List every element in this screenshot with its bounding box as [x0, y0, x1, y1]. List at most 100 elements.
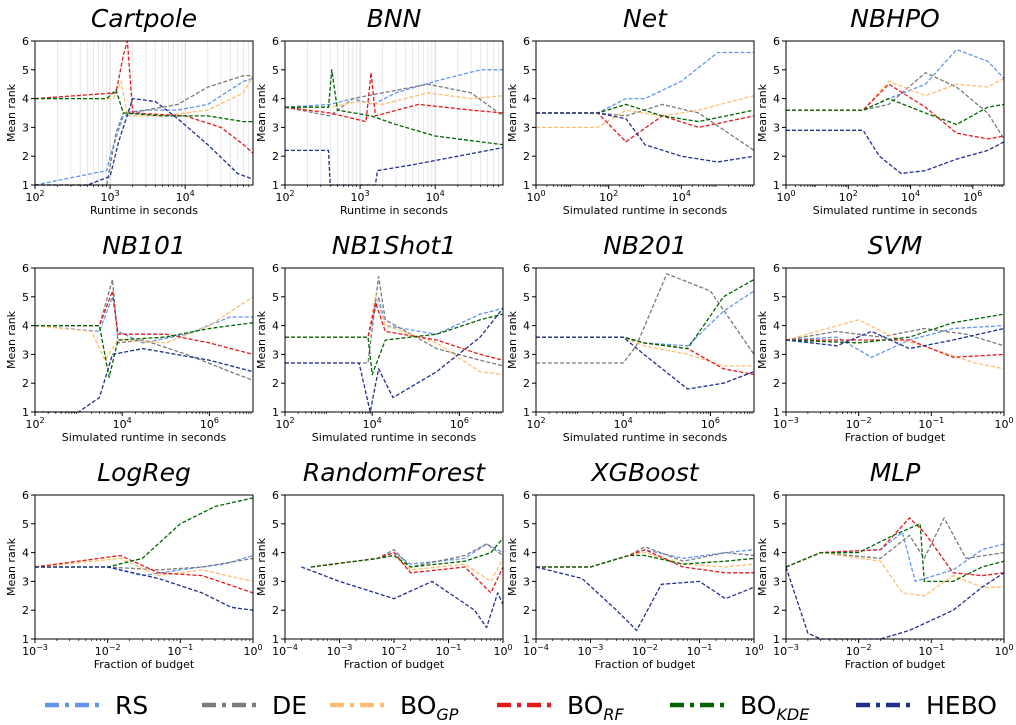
y-tick-label: 2: [773, 604, 780, 617]
y-tick-label: 1: [272, 633, 279, 646]
y-tick-label: 2: [523, 604, 530, 617]
panel-mlp: MLP 1 2 3 4 5 6 10−3 10−2 10−1 100 Fraction of budg…: [756, 458, 1014, 671]
series-line-bo-kde: [35, 497, 254, 568]
plot-frame: [34, 267, 254, 413]
series-line-bo-rf: [284, 72, 504, 123]
series-line-rs: [284, 69, 503, 108]
series-line-rs: [285, 296, 504, 338]
y-tick-label: 6: [272, 35, 279, 48]
y-tick-label: 2: [22, 377, 29, 390]
y-axis-label: Mean rank: [5, 310, 18, 369]
legend: RS DE BOGP BORF BOKDE HEBO: [45, 691, 997, 724]
series-line-de: [785, 517, 1005, 568]
series-line-rs: [536, 51, 754, 114]
x-tick-label: 102: [25, 189, 44, 204]
y-tick-label: 1: [22, 633, 29, 646]
y-tick-label: 4: [523, 547, 530, 560]
series-line-bo-gp: [35, 75, 254, 117]
y-tick-label: 3: [22, 121, 29, 134]
plot-frame: [284, 494, 504, 640]
series-line-de: [786, 72, 1005, 140]
y-tick-label: 6: [523, 35, 530, 48]
x-tick-label: 102: [599, 189, 618, 204]
y-axis-label: Mean rank: [255, 310, 268, 369]
y-tick-label: 4: [523, 320, 530, 333]
plot-frame: [284, 267, 504, 413]
y-tick-label: 5: [523, 291, 530, 304]
x-tick-label: 100: [243, 643, 262, 658]
x-tick-label: 10−1: [918, 416, 944, 431]
series-line-bo-gp: [536, 551, 755, 568]
y-axis-label: Mean rank: [756, 83, 769, 142]
y-tick-label: 5: [773, 64, 780, 77]
series-line-bo-gp: [786, 77, 1005, 111]
x-tick-label: 102: [25, 416, 44, 431]
y-tick-label: 5: [22, 64, 29, 77]
y-tick-label: 3: [523, 575, 530, 588]
legend-label: RS: [115, 691, 148, 720]
y-tick-label: 3: [272, 348, 279, 361]
y-tick-label: 5: [272, 64, 279, 77]
series-line-bo-kde: [536, 554, 755, 568]
series-line-rs: [786, 48, 1005, 111]
x-axis-label: Simulated runtime in seconds: [563, 431, 728, 444]
plot-frame: [785, 494, 1005, 640]
y-tick-label: 1: [523, 179, 530, 192]
series-line-hebo: [285, 307, 504, 413]
y-tick-label: 5: [773, 518, 780, 531]
y-tick-label: 3: [773, 121, 780, 134]
y-axis-label: Mean rank: [756, 537, 769, 596]
legend-label: DE: [272, 691, 307, 720]
series-line-bo-kde: [285, 313, 504, 376]
y-tick-label: 4: [272, 547, 279, 560]
y-tick-label: 6: [272, 489, 279, 502]
series-line-bo-kde: [785, 523, 1005, 583]
x-tick-label: 10−2: [381, 643, 407, 658]
y-tick-label: 3: [773, 575, 780, 588]
series-line-bo-kde: [786, 97, 1005, 126]
x-axis-label: Runtime in seconds: [340, 204, 448, 217]
x-tick-label: 10−2: [846, 643, 872, 658]
series-line-bo-gp: [536, 336, 754, 367]
series-line-bo-rf: [34, 40, 254, 154]
legend-label: BOKDE: [740, 691, 810, 724]
x-tick-label: 10−1: [687, 643, 713, 658]
y-tick-label: 4: [22, 93, 29, 106]
series-line-bo-gp: [285, 293, 504, 376]
series-line-rs: [785, 324, 1005, 358]
series-line-rs: [34, 77, 254, 186]
x-tick-label: 10−3: [773, 643, 799, 658]
panel-svm: SVM 1 2 3 4 5 6 10−3 10−2 10−1 100 Fraction of budg…: [756, 231, 1014, 444]
legend-item-bo-rf: BORF: [497, 691, 625, 724]
y-tick-label: 2: [272, 377, 279, 390]
y-tick-label: 5: [272, 518, 279, 531]
series-line-de: [35, 74, 253, 186]
x-tick-label: 10−3: [22, 643, 48, 658]
x-tick-label: 100: [744, 643, 763, 658]
plot-frame: [535, 267, 755, 413]
legend-item-rs: RS: [45, 691, 148, 720]
legend-label: HEBO: [926, 691, 997, 720]
plot-frame: [34, 494, 254, 640]
y-tick-label: 6: [523, 262, 530, 275]
series-line-bo-rf: [35, 290, 254, 356]
y-tick-label: 3: [773, 348, 780, 361]
y-tick-label: 5: [523, 64, 530, 77]
series-line-rs: [785, 531, 1005, 583]
series-line-hebo: [285, 146, 504, 186]
y-tick-label: 6: [22, 262, 29, 275]
x-tick-label: 104: [614, 416, 633, 431]
series-line-bo-kde: [785, 313, 1005, 344]
panel-title: RandomForest: [303, 458, 486, 487]
series-line-bo-gp: [785, 551, 1004, 597]
y-tick-label: 2: [773, 377, 780, 390]
x-tick-label: 102: [526, 416, 545, 431]
series-line-de: [284, 83, 504, 117]
y-tick-label: 2: [22, 150, 29, 163]
x-tick-label: 10−2: [846, 416, 872, 431]
y-tick-label: 3: [22, 575, 29, 588]
series-line-hebo: [535, 566, 755, 632]
legend-label: BOGP: [400, 691, 459, 724]
